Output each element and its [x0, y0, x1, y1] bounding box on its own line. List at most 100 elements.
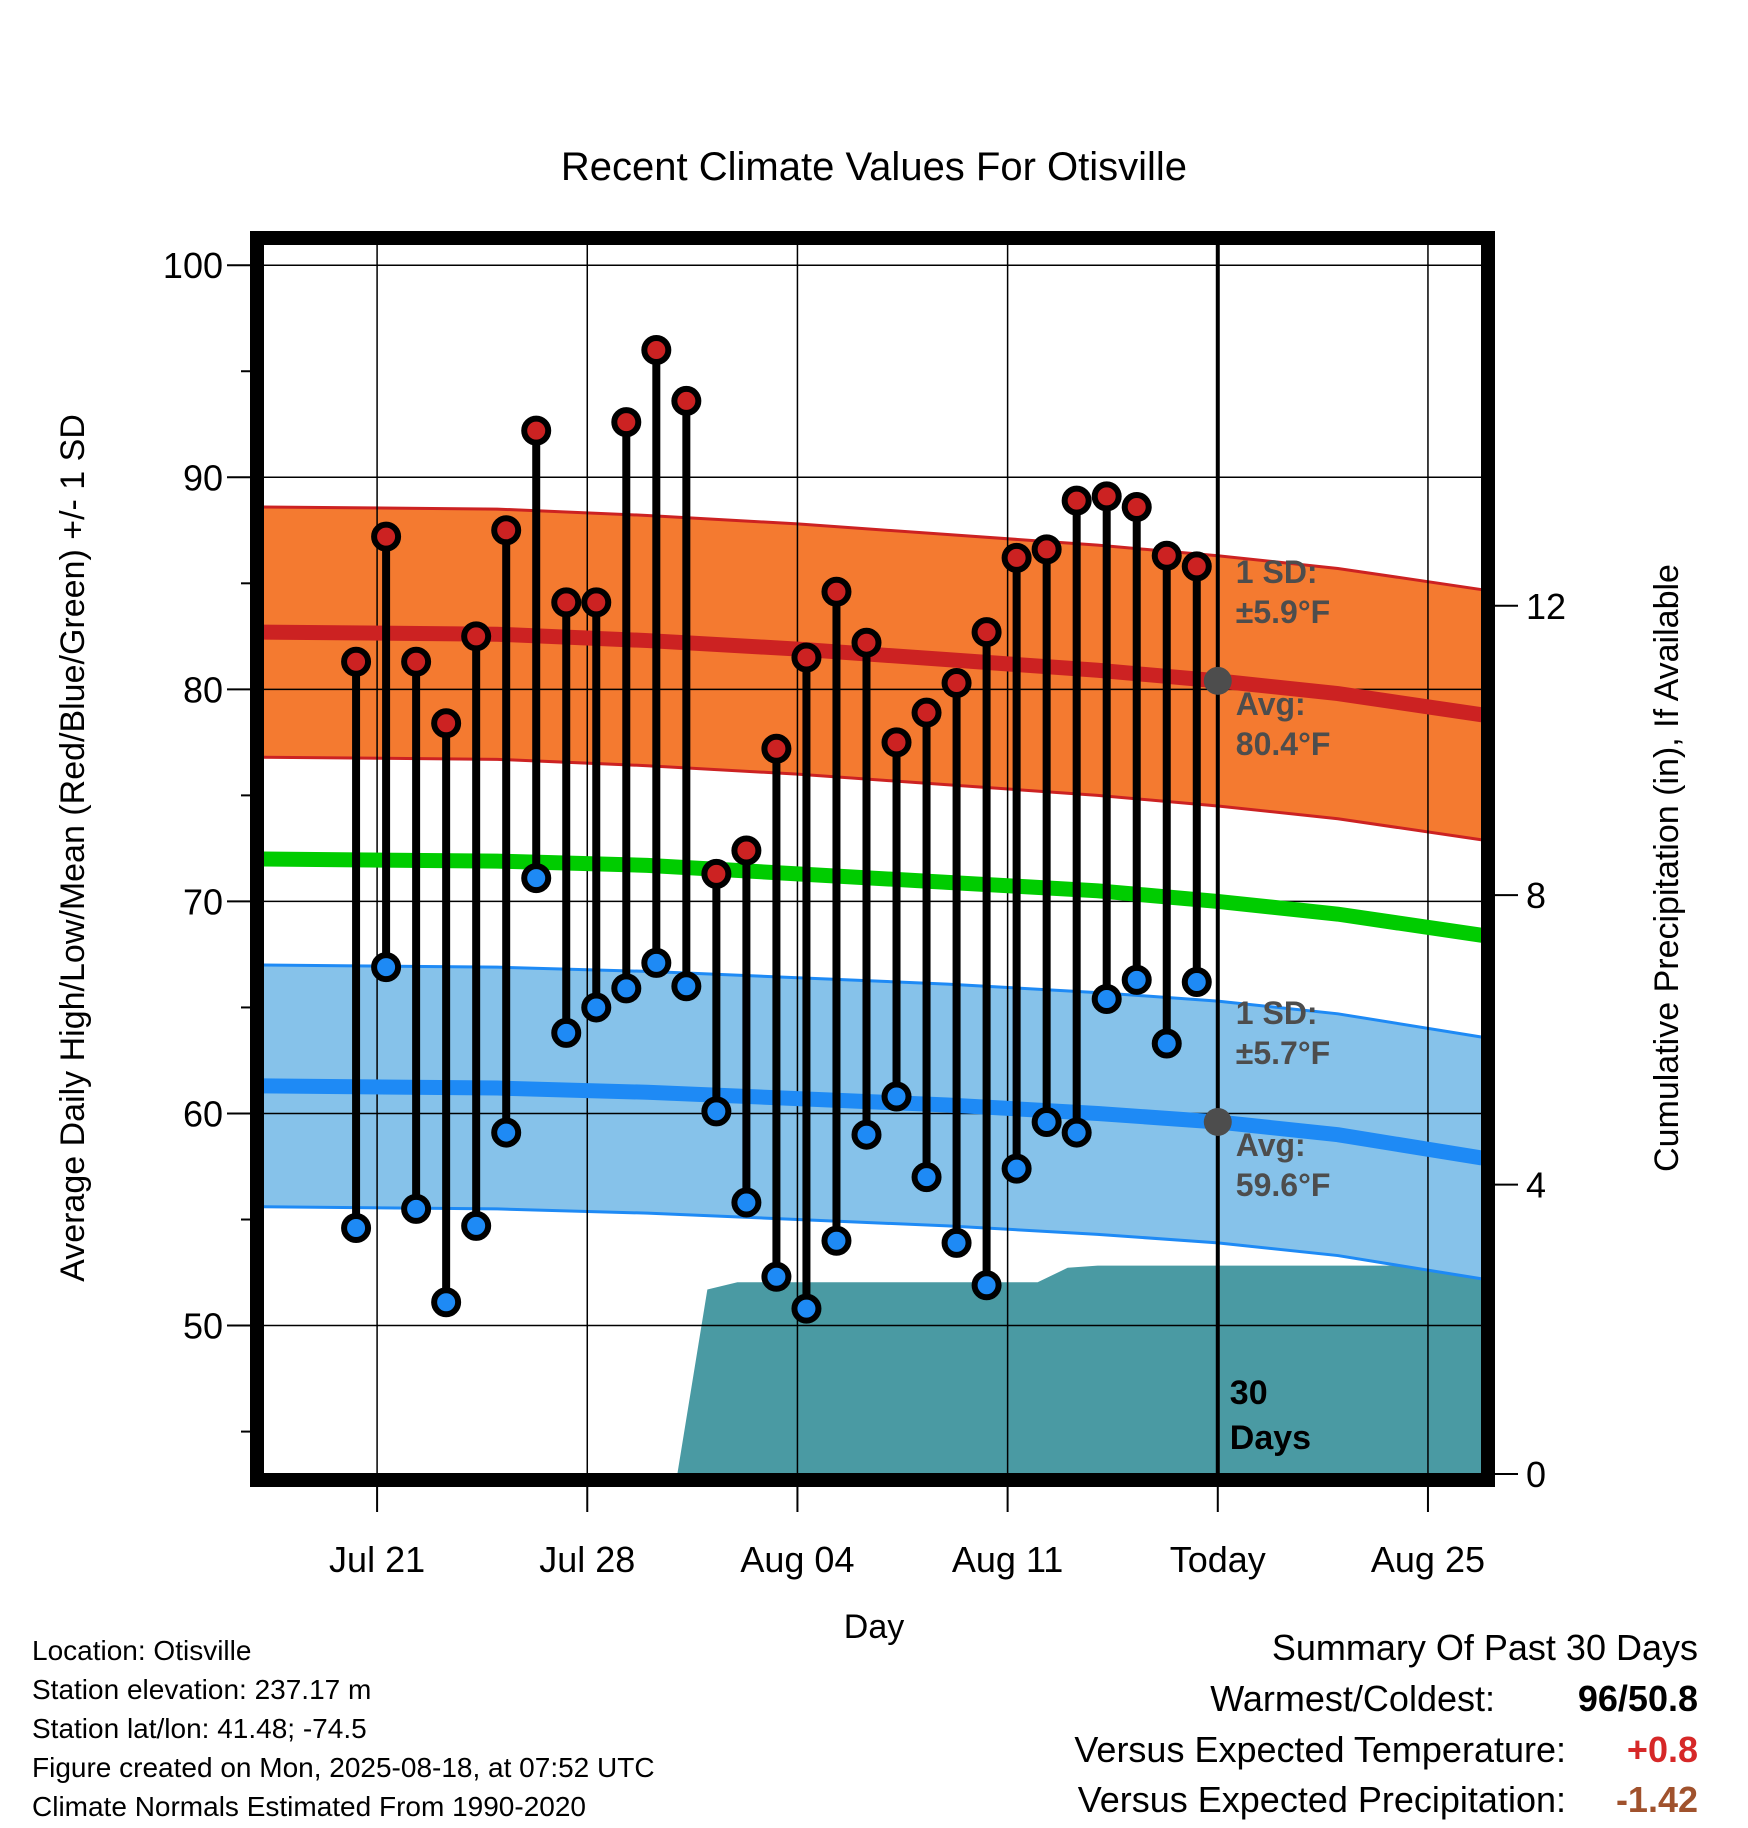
daily-high-point: [791, 642, 822, 673]
daily-low-point: [521, 863, 552, 894]
daily-low-point: [1001, 1153, 1032, 1184]
daily-high-point: [1031, 534, 1062, 565]
y-tick-label: 90: [183, 457, 223, 498]
daily-high-point: [881, 727, 912, 758]
daily-low-point: [551, 1017, 582, 1048]
daily-low-point: [851, 1119, 882, 1150]
daily-low-point: [1031, 1106, 1062, 1137]
x-tick-label: Today: [1170, 1539, 1266, 1580]
precip-vs-expected-label: Versus Expected Precipitation:: [1078, 1779, 1566, 1820]
daily-high-point: [911, 697, 942, 728]
daily-low-point: [821, 1225, 852, 1256]
y-tick-label: 100: [163, 245, 223, 286]
plot-area: 1 SD: ±5.9°F Avg: 80.4°F 1 SD: ±5.7°F Avg: 59.6…: [262, 238, 1484, 1480]
daily-low-point: [1061, 1117, 1092, 1148]
precip-layer: [677, 1265, 1482, 1474]
y-tick-label: 60: [183, 1093, 223, 1134]
low-band-upper-edge: [262, 963, 1483, 1039]
temp-vs-expected-value: +0.8: [1627, 1729, 1698, 1770]
daily-high-point: [611, 407, 642, 438]
daily-high-point: [581, 587, 612, 618]
daily-low-point: [371, 952, 402, 983]
daily-high-point: [1001, 542, 1032, 573]
x-axis-label: Day: [844, 1608, 904, 1646]
x-tick-label: Aug 11: [952, 1539, 1063, 1580]
daily-high-point: [971, 617, 1002, 648]
daily-high-point: [761, 733, 792, 764]
daily-high-point: [671, 385, 702, 416]
daily-low-point: [641, 947, 672, 978]
low-sd-label: 1 SD:: [1236, 995, 1318, 1031]
latlon-text: Station lat/lon: 41.48; -74.5: [32, 1713, 367, 1744]
y-tick-label: 70: [183, 881, 223, 922]
high-band-upper-edge: [262, 505, 1483, 592]
normal-high-line: [262, 624, 1484, 723]
observations-layer: [341, 335, 1212, 1324]
warmest-coldest-value: 96/50.8: [1578, 1678, 1698, 1719]
precip-vs-expected-value: -1.42: [1616, 1779, 1698, 1820]
daily-high-point: [431, 708, 462, 739]
daily-high-point: [941, 667, 972, 698]
high-avg-label: Avg:: [1236, 686, 1306, 722]
daily-high-point: [521, 415, 552, 446]
daily-high-point: [461, 621, 492, 652]
x-tick-label: Jul 21: [329, 1539, 425, 1580]
station-info: Location: Otisville Station elevation: 2…: [32, 1635, 655, 1822]
low-avg-label: Avg:: [1236, 1127, 1306, 1163]
elevation-text: Station elevation: 237.17 m: [32, 1674, 371, 1705]
normals-text: Climate Normals Estimated From 1990-2020: [32, 1791, 586, 1822]
x-tick-label: Jul 28: [539, 1539, 635, 1580]
daily-low-point: [881, 1081, 912, 1112]
daily-high-point: [851, 627, 882, 658]
x-tick-label: Aug 04: [740, 1539, 854, 1580]
daily-low-point: [461, 1210, 492, 1241]
daily-low-point: [1151, 1028, 1182, 1059]
daily-high-point: [821, 576, 852, 607]
daily-low-point: [941, 1227, 972, 1258]
normal-low-line: [262, 1078, 1484, 1166]
normal-mean-line: [262, 851, 1484, 943]
axes: 100 90 80 70 60 50 12 8 4 0 Jul 21 Jul 28 Aug 04 Aug …: [163, 245, 1566, 1580]
y2-tick-label: 4: [1526, 1165, 1546, 1206]
daily-high-point: [731, 835, 762, 866]
daily-low-point: [911, 1162, 942, 1193]
daily-low-point: [431, 1287, 462, 1318]
low-avg-value: 59.6°F: [1236, 1167, 1331, 1203]
y-axis-label: Average Daily High/Low/Mean (Red/Blue/Gr…: [54, 414, 92, 1282]
summary-panel: Summary Of Past 30 Days Warmest/Coldest:…: [1074, 1627, 1698, 1820]
daily-low-point: [731, 1187, 762, 1218]
daily-low-point: [1121, 964, 1152, 995]
y2-tick-label: 8: [1526, 875, 1546, 916]
summary-heading: Summary Of Past 30 Days: [1272, 1627, 1698, 1668]
high-band-lower-edge: [262, 755, 1483, 842]
annotations-layer: 1 SD: ±5.9°F Avg: 80.4°F 1 SD: ±5.7°F Avg: 59.6…: [1203, 554, 1331, 1457]
y-tick-label: 50: [183, 1306, 223, 1347]
low-sd-value: ±5.7°F: [1236, 1035, 1330, 1071]
chart-title: Recent Climate Values For Otisville: [561, 145, 1187, 189]
daily-high-point: [701, 858, 732, 889]
daily-high-point: [1121, 491, 1152, 522]
daily-low-point: [791, 1293, 822, 1324]
daily-high-point: [341, 646, 372, 677]
daily-high-point: [641, 335, 672, 366]
days-word-label: Days: [1230, 1419, 1311, 1457]
daily-low-point: [401, 1193, 432, 1224]
daily-low-point: [611, 973, 642, 1004]
days-count-label: 30: [1230, 1374, 1268, 1412]
daily-low-point: [701, 1096, 732, 1127]
daily-high-point: [1061, 485, 1092, 516]
high-avg-value: 80.4°F: [1236, 726, 1331, 762]
daily-low-point: [1091, 983, 1122, 1014]
daily-low-point: [671, 971, 702, 1002]
y-tick-label: 80: [183, 669, 223, 710]
daily-high-point: [1181, 551, 1212, 582]
daily-low-point: [341, 1213, 372, 1243]
daily-high-point: [491, 515, 522, 546]
daily-high-point: [401, 646, 432, 677]
low-band-lower-edge: [262, 1205, 1483, 1281]
daily-low-point: [491, 1117, 522, 1148]
today-high-normal-marker: [1203, 666, 1232, 695]
daily-low-point: [1181, 967, 1212, 997]
created-text: Figure created on Mon, 2025-08-18, at 07…: [32, 1752, 655, 1783]
